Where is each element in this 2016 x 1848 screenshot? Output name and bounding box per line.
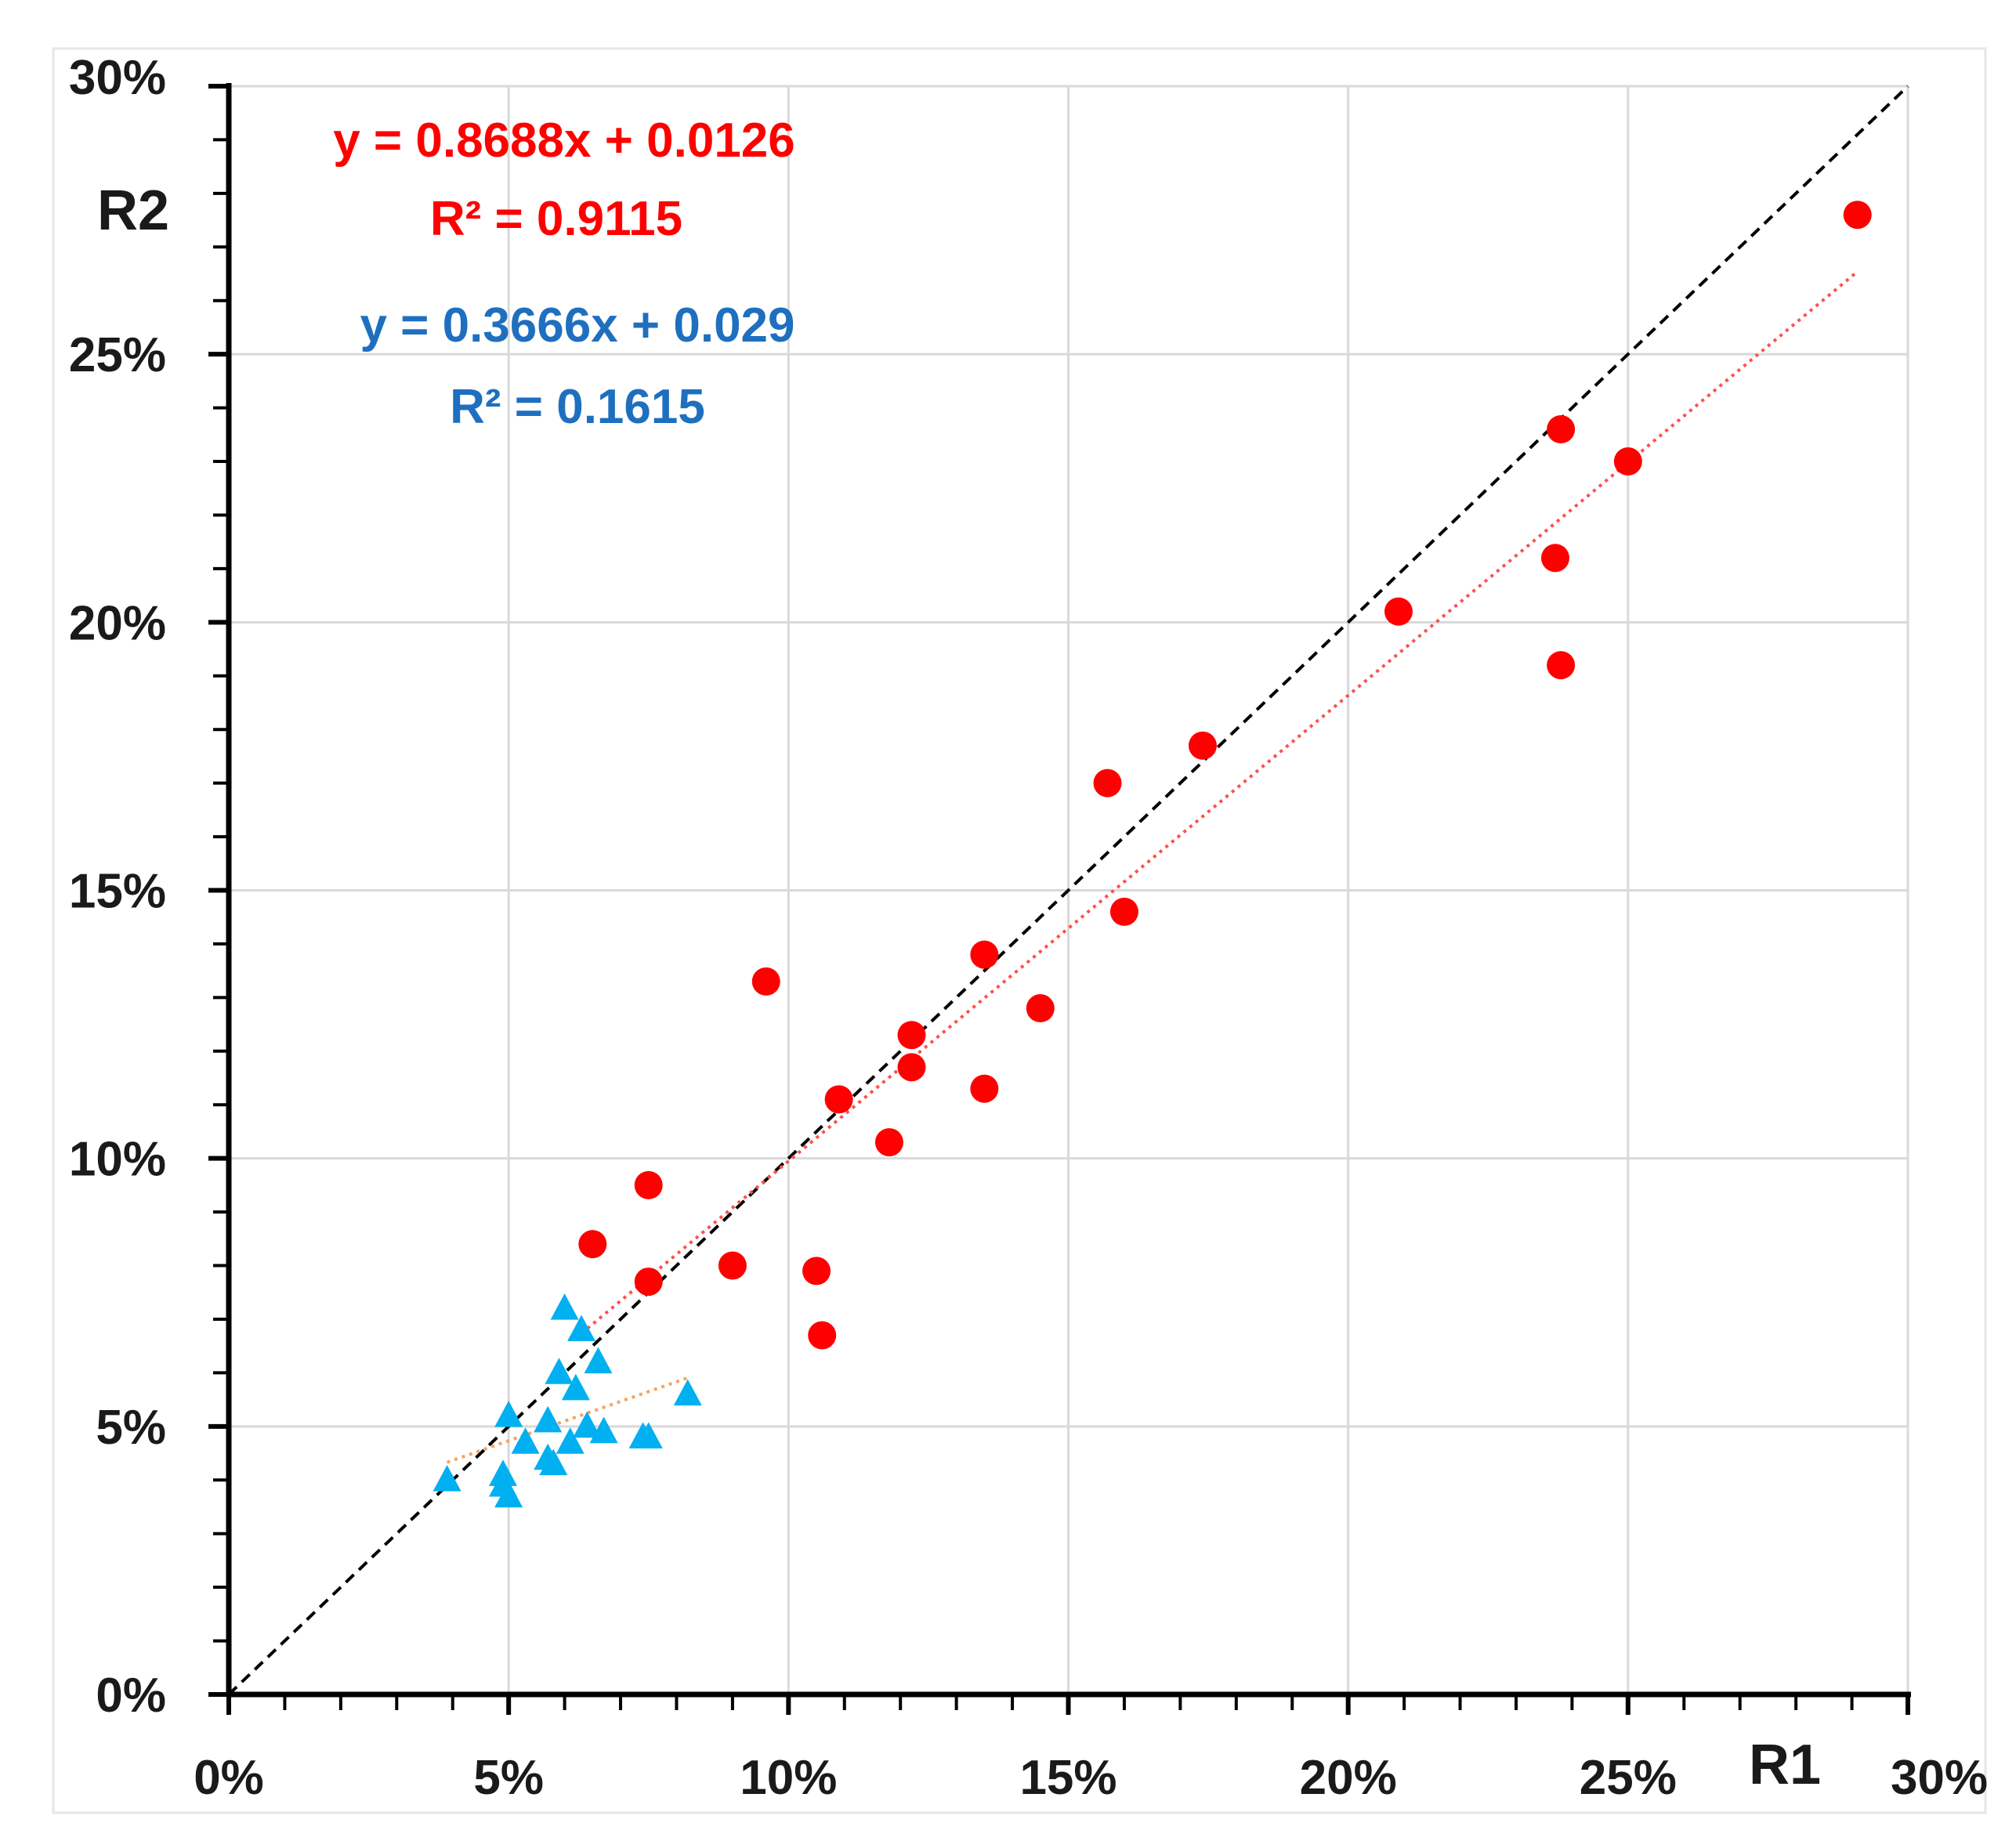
point-series-2 [433,1465,461,1492]
point-series-1 [578,1230,607,1259]
point-series-1 [970,1074,999,1103]
trend-equation-blue: y = 0.3666x + 0.029 [360,298,794,353]
point-series-1 [751,967,780,996]
point-series-1 [1026,994,1055,1023]
x-axis-title: R1 [1749,1734,1821,1796]
point-series-2 [628,1422,657,1448]
point-series-1 [1547,651,1576,680]
r-squared-red: R² = 0.9115 [430,192,682,246]
axes [208,83,1911,1715]
point-series-1 [718,1251,747,1280]
point-series-1 [1613,447,1642,476]
y-tick-label: 10% [69,1133,166,1187]
point-series-1 [634,1170,663,1199]
trendline-series-1 [580,270,1859,1335]
trendline-series-2 [446,1376,689,1464]
x-tick-label: 30% [1891,1751,1988,1805]
point-series-1 [1547,414,1576,443]
point-series-2 [673,1379,702,1406]
point-series-2 [534,1405,563,1433]
x-tick-label: 25% [1580,1751,1677,1805]
y-tick-label: 30% [69,51,166,105]
point-series-2 [545,1358,574,1384]
point-series-1 [1109,897,1138,926]
y-tick-label: 25% [69,328,166,382]
chart-frame [52,47,1987,1814]
point-series-1 [808,1321,837,1350]
point-series-2 [494,1400,523,1427]
point-series-1 [1384,597,1413,626]
point-series-1 [802,1257,831,1286]
y-axis-title: R2 [97,179,169,242]
y-tick-labels: 0% 5% 10% 15% 20% 25% 30% [69,51,166,1723]
y-tick-label: 0% [96,1669,166,1723]
point-series-1 [874,1128,903,1157]
x-tick-label: 5% [473,1751,544,1805]
point-series-2 [539,1448,568,1476]
point-series-2 [556,1427,585,1454]
trendlines [446,270,1859,1464]
point-series-1 [1843,201,1872,230]
point-series-2 [584,1347,613,1374]
point-series-1 [1540,544,1569,573]
y-tick-label: 15% [69,865,166,919]
point-series-1 [634,1268,663,1296]
r-squared-blue: R² = 0.1615 [450,380,705,434]
y-tick-label: 20% [69,596,166,650]
x-tick-label: 20% [1300,1751,1397,1805]
point-series-1 [897,1021,926,1050]
point-series-2 [567,1315,596,1342]
point-series-1 [970,940,999,969]
x-tick-labels: 0% 5% 10% 15% 20% 25% 30% [194,1751,1988,1805]
point-series-2 [511,1427,540,1454]
point-series-1 [897,1053,926,1082]
y-tick-label: 5% [96,1401,166,1455]
point-series-1 [824,1085,853,1114]
point-series-2 [573,1411,602,1438]
point-series-2 [550,1293,579,1320]
point-series-1 [1188,731,1217,760]
x-tick-label: 10% [740,1751,837,1805]
data-points [433,201,1872,1508]
point-series-2 [561,1373,590,1401]
x-tick-label: 0% [194,1751,264,1805]
trend-equation-red: y = 0.8688x + 0.0126 [333,114,795,168]
point-series-1 [1093,768,1122,797]
x-tick-label: 15% [1019,1751,1117,1805]
point-series-2 [494,1481,523,1508]
point-series-2 [589,1416,618,1444]
